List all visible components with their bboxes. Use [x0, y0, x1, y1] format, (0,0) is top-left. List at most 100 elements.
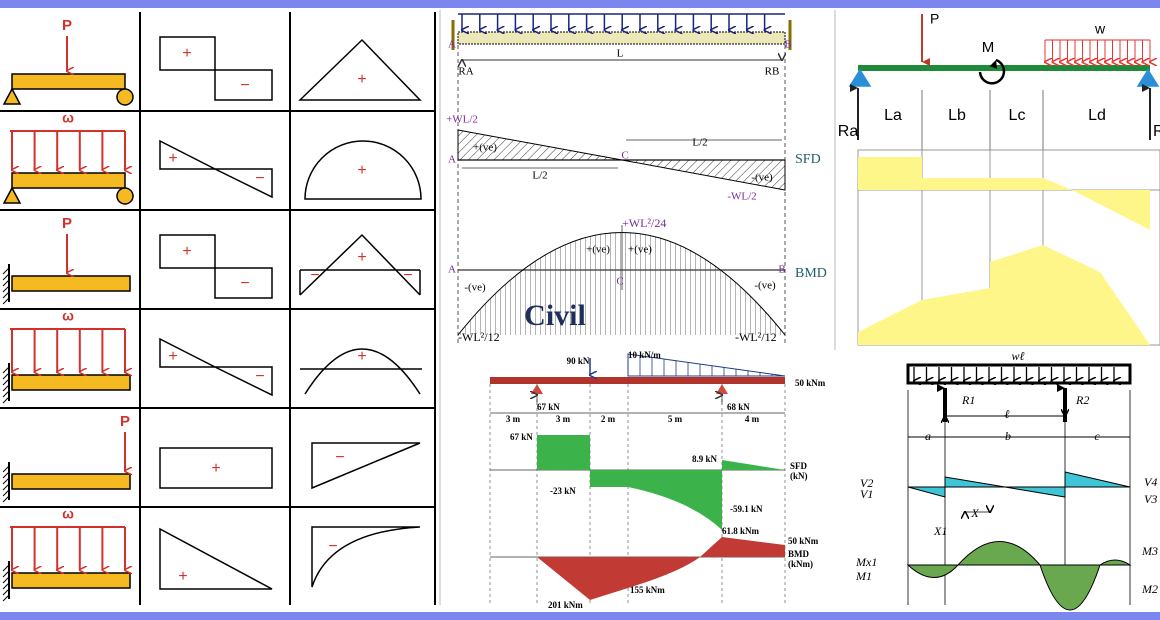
udl-label: +(ve): [586, 244, 610, 256]
sfd-area: [907, 486, 946, 498]
udl-label: RA: [458, 66, 473, 78]
roller-support: [116, 187, 134, 205]
numeric-label: 155 kNm: [630, 585, 665, 595]
numeric-label: -23 kN: [550, 486, 576, 496]
mixed-label: La: [884, 107, 902, 124]
numeric-label: (kNm): [788, 559, 813, 569]
support: [1136, 68, 1160, 87]
overhang-label: X: [970, 506, 979, 520]
numeric-label: 61.8 kNm: [722, 526, 760, 536]
bmd-shape: [298, 38, 422, 101]
beam: [490, 377, 785, 384]
numeric-label: 50 kNm: [788, 536, 819, 546]
bmd-area: [956, 541, 1042, 566]
numeric-label: 10 kN/m: [628, 350, 661, 360]
logo: Civil: [524, 299, 586, 332]
mixed-label: Lb: [948, 107, 966, 124]
label: −: [328, 538, 337, 555]
line: [2, 489, 10, 497]
line: [2, 279, 10, 287]
line: [2, 378, 10, 386]
udl-label: L/2: [692, 137, 707, 149]
udl-label: -(ve): [751, 172, 773, 184]
top-border: [0, 0, 1160, 8]
numeric-label: (kN): [790, 471, 808, 481]
line: [2, 594, 10, 602]
label: −: [310, 267, 319, 284]
overhang-label: X1: [933, 524, 947, 538]
sfd-shape: [159, 527, 273, 590]
label: −: [255, 368, 264, 385]
overhang-label: c: [1094, 429, 1100, 443]
sfd-bar: [590, 470, 628, 487]
line: [2, 390, 10, 398]
bmd-area: [906, 564, 960, 578]
bmd-shape: [311, 442, 421, 490]
numeric-label: 8.9 kN: [692, 454, 718, 464]
line: [2, 576, 10, 584]
bmd-shape: [311, 526, 421, 588]
bmd-shape: [300, 348, 422, 395]
overhang-label: M1: [855, 569, 872, 583]
numeric-label: 3 m: [506, 414, 521, 424]
sfd-negative: [621, 159, 786, 191]
udl-label: -(ve): [464, 282, 486, 294]
overhang-label: wℓ: [1011, 349, 1024, 363]
label: +: [357, 162, 366, 179]
udl-label: A: [448, 264, 456, 276]
bmd-area: [1098, 559, 1132, 566]
sfd-shape: [159, 234, 216, 269]
udl-beam: [457, 31, 786, 45]
line: [2, 471, 10, 479]
mixed-label: Lc: [1009, 107, 1026, 124]
overhang-label: V4: [1144, 475, 1157, 489]
udl-label: C: [616, 276, 623, 288]
udl-label: +WL/2: [446, 114, 478, 126]
load-label: P: [62, 17, 72, 34]
moment: [978, 58, 1006, 85]
udl-label: +(ve): [473, 142, 497, 154]
beam: [11, 374, 131, 391]
beam: [11, 473, 131, 490]
label: −: [335, 449, 344, 466]
sfd-shape: [214, 168, 273, 199]
udl-label: -WL/2: [727, 191, 756, 203]
mixed-label: R: [1153, 123, 1160, 140]
support: [848, 68, 872, 87]
label: −: [240, 275, 249, 292]
overhang-label: b: [1005, 429, 1011, 443]
sfd-area: [1072, 190, 1150, 230]
line: [2, 384, 10, 392]
numeric-label: SFD: [790, 461, 808, 471]
udl-label: +WL²/24: [622, 216, 666, 230]
label: +: [357, 249, 366, 266]
overhang-label: V3: [1144, 492, 1157, 506]
bmd-area: [1039, 564, 1101, 611]
overhang-label: ℓ: [1005, 407, 1010, 421]
line: [2, 396, 10, 404]
numeric-label: 90 kN: [567, 356, 590, 366]
udl-label: L/2: [532, 170, 547, 182]
udl-label: B: [778, 264, 785, 276]
beam: [11, 73, 126, 90]
overhang-label: V2: [860, 476, 873, 490]
sfd-bar: [537, 435, 590, 470]
line: [2, 477, 10, 485]
numeric-label: 50 kNm: [795, 378, 826, 388]
overhang-label: M2: [1141, 582, 1158, 596]
line: [2, 483, 10, 491]
label: +: [178, 568, 187, 585]
sfd-shape: [214, 69, 273, 101]
numeric-label: BMD: [788, 549, 809, 559]
label: −: [240, 77, 249, 94]
line: [2, 588, 10, 596]
label: −: [255, 170, 264, 187]
beam: [11, 572, 131, 589]
bmd-area: [858, 245, 1150, 345]
line: [2, 273, 10, 281]
line: [2, 366, 10, 374]
sfd-shape: [159, 447, 273, 489]
pin-support: [2, 186, 22, 204]
sfd-bar: [628, 470, 722, 530]
numeric-label: 5 m: [668, 414, 683, 424]
